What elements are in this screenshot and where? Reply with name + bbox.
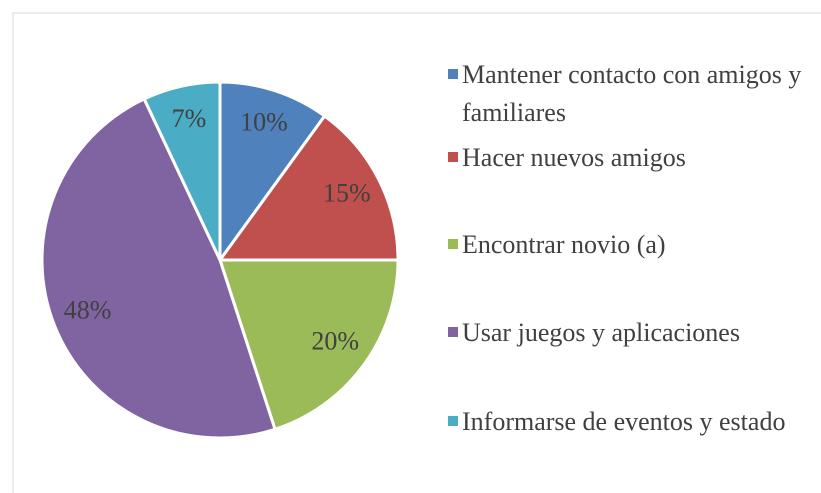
legend-item: Mantener contacto con amigos y familiare… <box>448 56 821 132</box>
legend-item: Usar juegos y aplicaciones <box>448 314 821 352</box>
pie-slice <box>218 80 327 265</box>
legend-label: Hacer nuevos amigos <box>462 143 686 172</box>
legend-swatch <box>448 152 458 162</box>
pie-slice <box>217 113 400 262</box>
legend-swatch <box>448 416 458 426</box>
data-label: 7% <box>172 104 207 133</box>
legend-item: Informarse de eventos y estado <box>448 403 821 441</box>
legend-swatch <box>448 327 458 337</box>
data-label: 48% <box>64 295 112 324</box>
legend-swatch <box>448 239 458 249</box>
chart-frame <box>12 12 821 493</box>
legend-label: Encontrar novio (a) <box>462 230 666 259</box>
pie-slice <box>40 96 277 440</box>
legend-label: Informarse de eventos y estado <box>462 407 786 436</box>
data-label: 10% <box>240 108 288 137</box>
data-label: 20% <box>311 327 359 356</box>
legend-item: Hacer nuevos amigos <box>448 139 821 177</box>
legend-label: Usar juegos y aplicaciones <box>462 318 740 347</box>
legend-label: Mantener contacto con amigos y familiare… <box>462 60 802 127</box>
legend-swatch <box>448 69 458 79</box>
data-label: 15% <box>323 178 371 207</box>
legend-item: Encontrar novio (a) <box>448 226 821 264</box>
pie-slice <box>217 258 400 432</box>
pie-slice <box>142 80 222 261</box>
